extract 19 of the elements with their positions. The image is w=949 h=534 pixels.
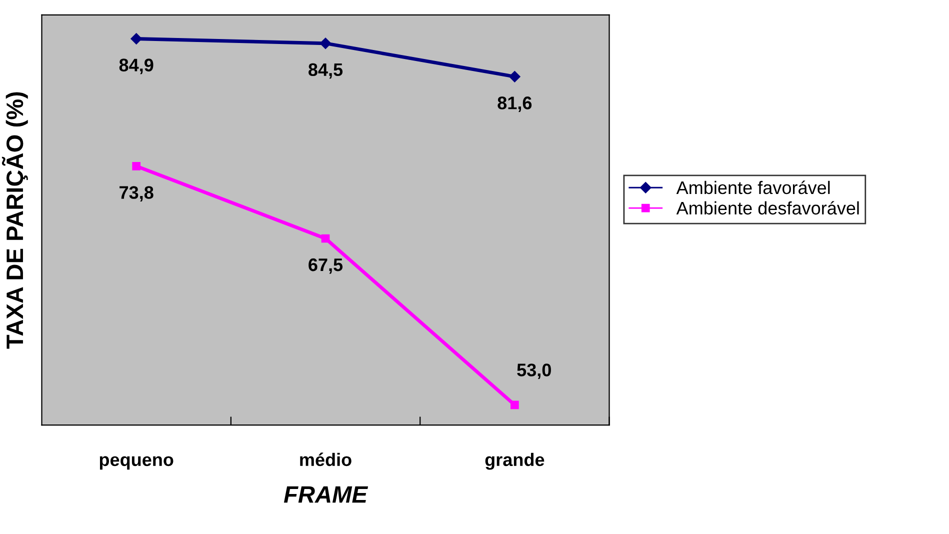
point [509,71,520,82]
point [321,234,330,243]
x-axis-title: FRAME [284,486,368,503]
x-tick-label: médio [300,452,352,466]
point [320,38,332,49]
data-label: 53,0 [517,364,551,379]
x-tick-label: grande [485,452,544,470]
legend-label: Ambiente desfavorável [676,201,859,215]
point [132,162,141,170]
data-label: 73,8 [120,186,154,202]
data-label: 84,9 [119,58,154,74]
data-label: 67,5 [308,258,343,274]
y-axis-title: TAXA DE PARIÇÃO (%) [2,92,28,349]
point [130,33,142,44]
data-label: 84,5 [308,63,343,79]
point [510,400,519,410]
data-label: 81,6 [498,96,532,112]
x-tick-label: pequeno [100,456,174,470]
legend-label: Ambiente favorável [676,180,830,194]
